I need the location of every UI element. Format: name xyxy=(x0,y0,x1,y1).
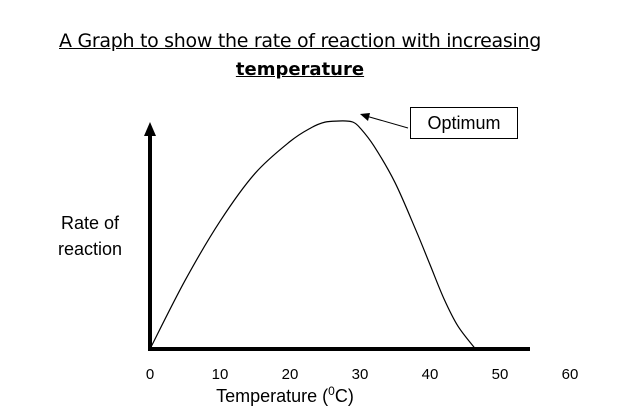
x-tick-label-60: 60 xyxy=(562,366,579,383)
x-tick-label-20: 20 xyxy=(282,366,299,383)
x-axis-label: Temperature (0C) xyxy=(185,384,385,407)
y-axis-arrow-icon xyxy=(144,122,156,136)
x-axis-label-superscript: 0 xyxy=(328,384,335,398)
series-line xyxy=(149,120,476,350)
optimum-arrow xyxy=(365,115,409,129)
chart-subtitle: temperature xyxy=(235,59,365,80)
chart-title: A Graph to show the rate of reaction wit… xyxy=(59,30,541,52)
optimum-arrow-head-icon xyxy=(360,113,370,121)
x-tick-label-50: 50 xyxy=(492,366,509,383)
x-tick-label-30: 30 xyxy=(352,366,369,383)
x-tick-label-40: 40 xyxy=(422,366,439,383)
x-tick-label-0: 0 xyxy=(146,366,154,383)
x-tick-label-10: 10 xyxy=(212,366,229,383)
x-axis-label-unit: C) xyxy=(334,386,354,406)
optimum-callout: Optimum xyxy=(410,107,518,139)
x-axis-label-text: Temperature ( xyxy=(216,386,329,406)
y-axis-label: Rate of reaction xyxy=(57,213,123,259)
